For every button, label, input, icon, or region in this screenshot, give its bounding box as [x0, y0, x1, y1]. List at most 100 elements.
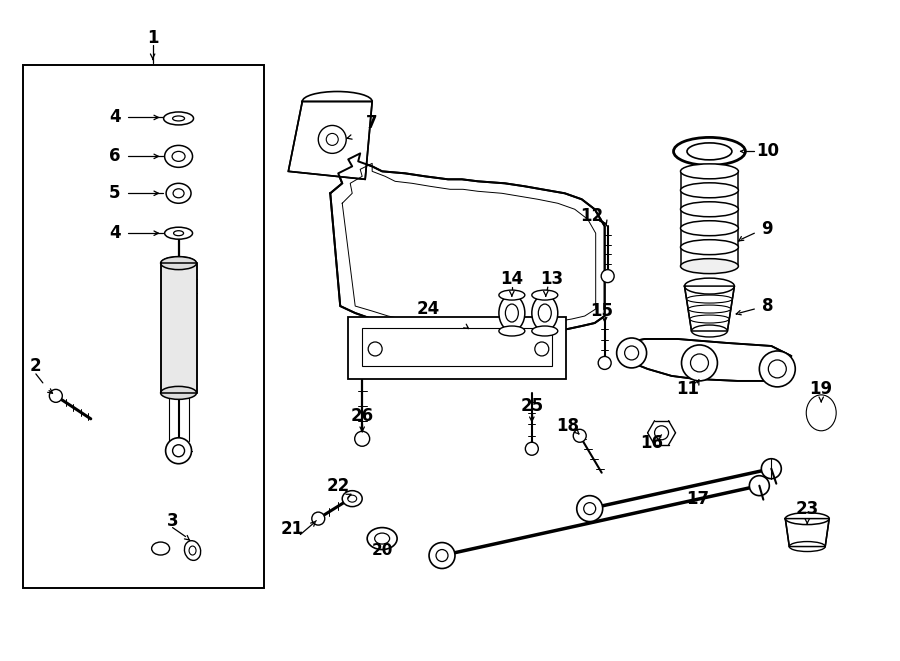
- Text: 10: 10: [756, 142, 778, 161]
- Circle shape: [769, 360, 787, 378]
- Circle shape: [760, 351, 796, 387]
- Text: 6: 6: [109, 147, 121, 165]
- Ellipse shape: [680, 240, 738, 254]
- Ellipse shape: [166, 438, 192, 464]
- Circle shape: [327, 134, 338, 145]
- Ellipse shape: [673, 137, 745, 165]
- Text: 4: 4: [109, 108, 121, 126]
- Ellipse shape: [532, 290, 558, 300]
- Ellipse shape: [538, 304, 552, 322]
- Ellipse shape: [691, 325, 727, 337]
- Ellipse shape: [374, 533, 390, 544]
- Circle shape: [625, 346, 639, 360]
- Circle shape: [654, 426, 669, 440]
- Circle shape: [50, 389, 62, 403]
- Ellipse shape: [806, 395, 836, 431]
- Circle shape: [601, 270, 614, 283]
- Ellipse shape: [173, 116, 184, 121]
- Circle shape: [429, 543, 455, 568]
- Ellipse shape: [688, 305, 731, 313]
- Polygon shape: [330, 153, 605, 335]
- Circle shape: [436, 549, 448, 561]
- Circle shape: [690, 354, 708, 372]
- Text: 18: 18: [556, 417, 580, 435]
- Text: 5: 5: [109, 184, 121, 202]
- Bar: [22, 65, 265, 588]
- Ellipse shape: [689, 315, 729, 323]
- Text: 4: 4: [109, 224, 121, 242]
- Ellipse shape: [680, 258, 738, 274]
- Ellipse shape: [680, 164, 738, 179]
- Ellipse shape: [810, 399, 832, 427]
- Bar: [362, 328, 552, 366]
- Ellipse shape: [367, 527, 397, 549]
- Circle shape: [598, 356, 611, 369]
- Bar: [348, 317, 566, 379]
- Ellipse shape: [680, 183, 738, 198]
- Ellipse shape: [172, 151, 185, 161]
- Ellipse shape: [786, 513, 829, 525]
- Polygon shape: [288, 102, 373, 179]
- Text: 21: 21: [281, 520, 304, 537]
- Ellipse shape: [680, 202, 738, 217]
- Ellipse shape: [816, 406, 826, 420]
- Text: 3: 3: [166, 512, 178, 529]
- Text: 26: 26: [351, 407, 374, 425]
- Text: 20: 20: [372, 543, 392, 558]
- Ellipse shape: [174, 231, 184, 236]
- Ellipse shape: [173, 189, 184, 198]
- Text: 2: 2: [30, 357, 41, 375]
- Polygon shape: [160, 263, 196, 393]
- Text: 19: 19: [810, 380, 832, 398]
- Polygon shape: [786, 519, 829, 547]
- Ellipse shape: [165, 227, 193, 239]
- Circle shape: [526, 442, 538, 455]
- Polygon shape: [617, 339, 791, 381]
- Circle shape: [761, 459, 781, 479]
- Polygon shape: [685, 286, 734, 331]
- Ellipse shape: [173, 445, 184, 457]
- Ellipse shape: [166, 183, 191, 204]
- Ellipse shape: [164, 112, 194, 125]
- Ellipse shape: [532, 326, 558, 336]
- Circle shape: [319, 126, 346, 153]
- Text: 17: 17: [686, 490, 709, 508]
- Ellipse shape: [499, 290, 525, 300]
- Text: 9: 9: [761, 220, 773, 238]
- Ellipse shape: [687, 143, 732, 160]
- Text: 23: 23: [796, 500, 819, 518]
- Text: 16: 16: [640, 434, 663, 451]
- Circle shape: [368, 342, 382, 356]
- Ellipse shape: [789, 541, 825, 551]
- Text: 7: 7: [366, 114, 378, 132]
- Ellipse shape: [161, 256, 196, 270]
- Circle shape: [535, 342, 549, 356]
- Circle shape: [616, 338, 646, 368]
- Text: 8: 8: [761, 297, 773, 315]
- Ellipse shape: [160, 387, 196, 399]
- Circle shape: [681, 345, 717, 381]
- Text: 25: 25: [520, 397, 544, 415]
- Circle shape: [577, 496, 603, 522]
- Circle shape: [584, 502, 596, 515]
- Ellipse shape: [506, 304, 518, 322]
- Ellipse shape: [151, 542, 169, 555]
- Ellipse shape: [189, 546, 196, 555]
- Text: 11: 11: [676, 380, 699, 398]
- Ellipse shape: [680, 221, 738, 236]
- Ellipse shape: [687, 295, 733, 303]
- Text: 12: 12: [580, 208, 603, 225]
- Ellipse shape: [184, 541, 201, 561]
- Text: 24: 24: [417, 300, 440, 318]
- Text: 13: 13: [540, 270, 563, 288]
- Text: 1: 1: [147, 28, 158, 47]
- Text: 15: 15: [590, 302, 613, 320]
- Ellipse shape: [532, 295, 558, 331]
- Text: 14: 14: [500, 270, 524, 288]
- Ellipse shape: [499, 295, 525, 331]
- Circle shape: [311, 512, 325, 525]
- Ellipse shape: [347, 495, 356, 502]
- Ellipse shape: [685, 278, 734, 294]
- Ellipse shape: [165, 145, 193, 167]
- Circle shape: [750, 476, 770, 496]
